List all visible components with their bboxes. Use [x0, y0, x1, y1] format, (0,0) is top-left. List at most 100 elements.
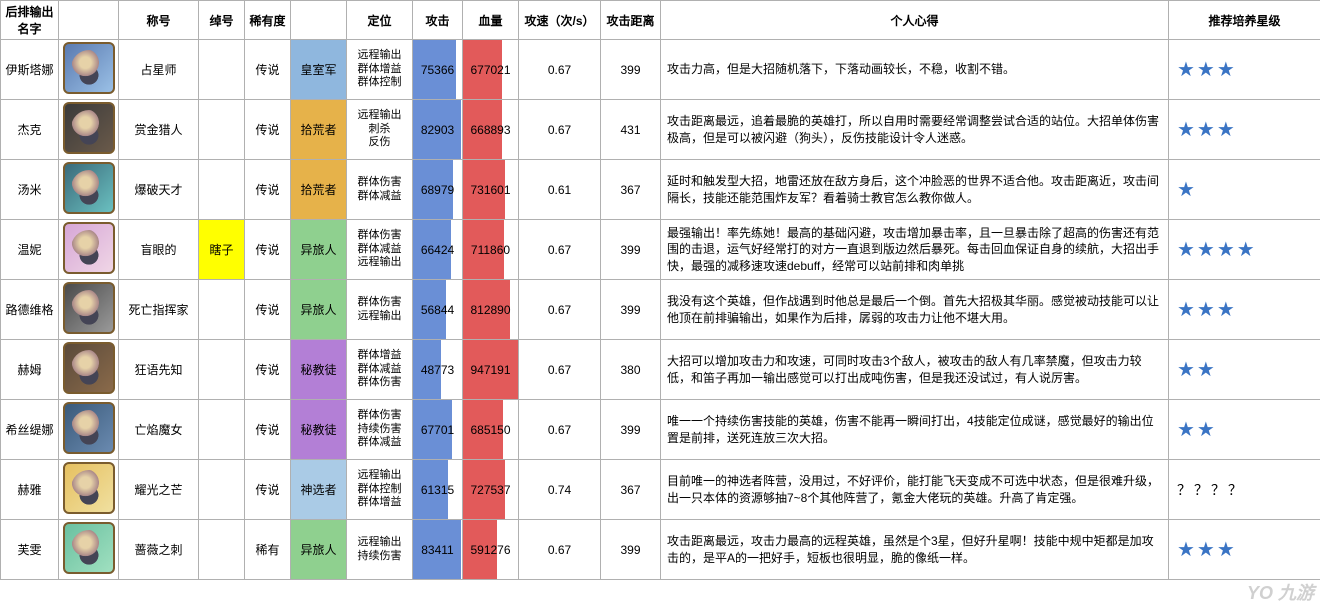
cell-notes: 目前唯一的神选者阵营，没用过，不好评价，能打能飞天变成不可选中状态，但是很难升级… — [661, 460, 1169, 520]
cell-title: 亡焰魔女 — [119, 400, 199, 460]
cell-rarity: 传说 — [245, 280, 291, 340]
cell-role: 远程输出 群体增益 群体控制 — [347, 40, 413, 100]
hdr-nick: 绰号 — [199, 1, 245, 40]
cell-faction: 秘教徒 — [291, 340, 347, 400]
cell-notes: 最强输出！率先练她！最高的基础闪避，攻击增加暴击率，且一旦暴击除了超高的伤害还有… — [661, 220, 1169, 280]
cell-range: 431 — [601, 100, 661, 160]
atk-value: 56844 — [413, 281, 462, 339]
cell-name: 路德维格 — [1, 280, 59, 340]
avatar-icon — [63, 462, 115, 514]
table-body: 伊斯塔娜占星师传说皇室军远程输出 群体增益 群体控制753666770210.6… — [1, 40, 1320, 580]
cell-role: 远程输出 群体控制 群体增益 — [347, 460, 413, 520]
cell-atk: 75366 — [413, 40, 463, 100]
avatar-icon — [63, 222, 115, 274]
cell-nick — [199, 280, 245, 340]
cell-avatar — [59, 400, 119, 460]
atk-value: 61315 — [413, 461, 462, 519]
cell-avatar — [59, 100, 119, 160]
cell-range: 380 — [601, 340, 661, 400]
watermark: YO 九游 — [1247, 579, 1314, 605]
cell-stars: ★★★ — [1169, 40, 1320, 100]
cell-hp: 947191 — [463, 340, 519, 400]
cell-atk: 67701 — [413, 400, 463, 460]
cell-rarity: 稀有 — [245, 520, 291, 580]
cell-hp: 668893 — [463, 100, 519, 160]
cell-avatar — [59, 280, 119, 340]
cell-avatar — [59, 220, 119, 280]
avatar-icon — [63, 282, 115, 334]
hdr-title: 称号 — [119, 1, 199, 40]
cell-range: 399 — [601, 220, 661, 280]
cell-faction: 异旅人 — [291, 280, 347, 340]
cell-role: 群体伤害 远程输出 — [347, 280, 413, 340]
hp-value: 711860 — [463, 221, 518, 279]
cell-stars: ★★ — [1169, 340, 1320, 400]
hdr-range: 攻击距离 — [601, 1, 661, 40]
cell-notes: 我没有这个英雄，但作战遇到时他总是最后一个倒。首先大招极其华丽。感觉被动技能可以… — [661, 280, 1169, 340]
hdr-notes: 个人心得 — [661, 1, 1169, 40]
hp-value: 591276 — [463, 521, 518, 579]
cell-range: 399 — [601, 280, 661, 340]
cell-aspd: 0.67 — [519, 340, 601, 400]
cell-name: 杰克 — [1, 100, 59, 160]
cell-faction: 拾荒者 — [291, 100, 347, 160]
table-row: 温妮盲眼的瞎子传说异旅人群体伤害 群体减益 远程输出664247118600.6… — [1, 220, 1320, 280]
cell-atk: 66424 — [413, 220, 463, 280]
cell-atk: 83411 — [413, 520, 463, 580]
cell-range: 367 — [601, 460, 661, 520]
cell-stars: ★★★★ — [1169, 220, 1320, 280]
cell-name: 温妮 — [1, 220, 59, 280]
cell-role: 群体伤害 群体减益 — [347, 160, 413, 220]
cell-name: 希丝缇娜 — [1, 400, 59, 460]
cell-aspd: 0.67 — [519, 220, 601, 280]
cell-aspd: 0.61 — [519, 160, 601, 220]
cell-avatar — [59, 460, 119, 520]
cell-range: 399 — [601, 520, 661, 580]
hp-value: 677021 — [463, 41, 518, 99]
table-row: 赫雅耀光之芒传说神选者远程输出 群体控制 群体增益613157275370.74… — [1, 460, 1320, 520]
cell-nick — [199, 160, 245, 220]
hdr-role: 定位 — [347, 1, 413, 40]
cell-title: 蔷薇之刺 — [119, 520, 199, 580]
table-row: 赫姆狂语先知传说秘教徒群体增益 群体减益 群体伤害487739471910.67… — [1, 340, 1320, 400]
cell-atk: 82903 — [413, 100, 463, 160]
hdr-atk: 攻击 — [413, 1, 463, 40]
avatar-icon — [63, 42, 115, 94]
avatar-icon — [63, 102, 115, 154]
cell-title: 狂语先知 — [119, 340, 199, 400]
cell-aspd: 0.67 — [519, 100, 601, 160]
atk-value: 66424 — [413, 221, 462, 279]
cell-role: 群体伤害 群体减益 远程输出 — [347, 220, 413, 280]
cell-rarity: 传说 — [245, 340, 291, 400]
cell-hp: 727537 — [463, 460, 519, 520]
cell-name: 芙雯 — [1, 520, 59, 580]
cell-title: 占星师 — [119, 40, 199, 100]
cell-title: 爆破天才 — [119, 160, 199, 220]
cell-stars: ？？？？ — [1169, 460, 1320, 520]
cell-stars: ★★★ — [1169, 520, 1320, 580]
table-row: 杰克赏金猎人传说拾荒者远程输出 刺杀 反伤829036688930.67431攻… — [1, 100, 1320, 160]
cell-aspd: 0.67 — [519, 280, 601, 340]
table-header: 后排输出 名字 称号 绰号 稀有度 定位 攻击 血量 攻速（次/s） 攻击距离 … — [1, 1, 1320, 40]
cell-nick — [199, 460, 245, 520]
cell-rarity: 传说 — [245, 460, 291, 520]
cell-notes: 攻击距离最远，追着最脆的英雄打，所以自用时需要经常调整尝试合适的站位。大招单体伤… — [661, 100, 1169, 160]
cell-atk: 68979 — [413, 160, 463, 220]
cell-rarity: 传说 — [245, 160, 291, 220]
cell-faction: 神选者 — [291, 460, 347, 520]
cell-name: 汤米 — [1, 160, 59, 220]
cell-hp: 812890 — [463, 280, 519, 340]
cell-hp: 731601 — [463, 160, 519, 220]
cell-avatar — [59, 340, 119, 400]
table-row: 汤米爆破天才传说拾荒者群体伤害 群体减益689797316010.61367延时… — [1, 160, 1320, 220]
cell-rarity: 传说 — [245, 220, 291, 280]
cell-notes: 大招可以增加攻击力和攻速，可同时攻击3个敌人，被攻击的敌人有几率禁魔，但攻击力较… — [661, 340, 1169, 400]
cell-hp: 591276 — [463, 520, 519, 580]
cell-nick — [199, 520, 245, 580]
hdr-name: 后排输出 名字 — [1, 1, 59, 40]
atk-value: 67701 — [413, 401, 462, 459]
cell-hp: 711860 — [463, 220, 519, 280]
cell-role: 远程输出 持续伤害 — [347, 520, 413, 580]
avatar-icon — [63, 342, 115, 394]
cell-role: 群体增益 群体减益 群体伤害 — [347, 340, 413, 400]
